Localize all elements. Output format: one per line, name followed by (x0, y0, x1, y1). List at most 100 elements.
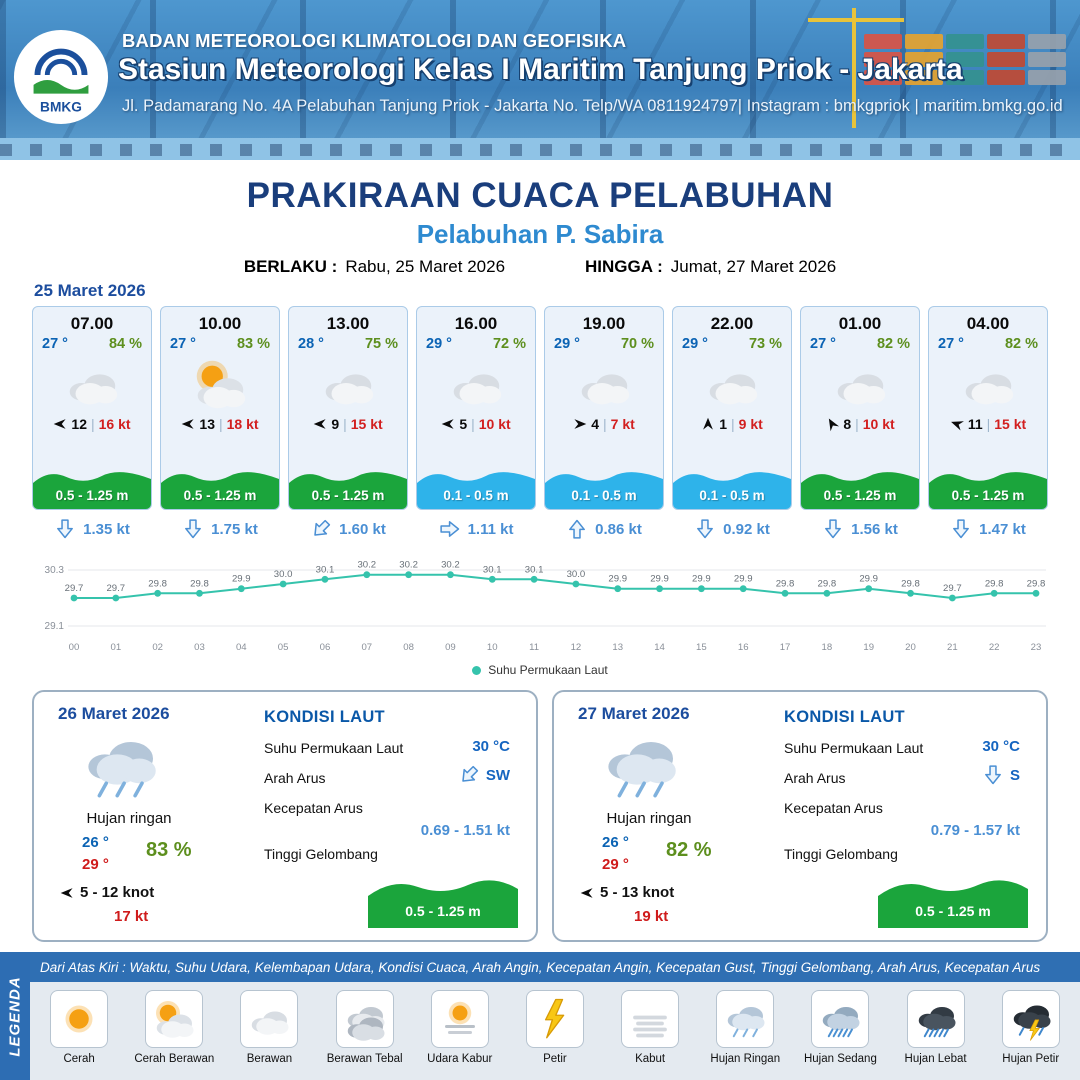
temperature-value: 27 ° (938, 336, 964, 352)
forecast-card: 01.00 27 ° 82 % 8 | 10 kt 0.5 - 1.25 m (800, 306, 920, 510)
current-row: 1.11 kt (439, 518, 513, 540)
petir-icon (531, 995, 579, 1043)
temp-min: 26 ° (82, 834, 109, 851)
temperature-value: 28 ° (298, 336, 324, 352)
current-direction-arrow-icon (950, 518, 972, 540)
svg-text:30.1: 30.1 (483, 564, 502, 575)
wave-height-label: Tinggi Gelombang (264, 846, 378, 862)
wind-row: 5 - 12 knot (60, 884, 154, 901)
svg-text:29.8: 29.8 (190, 578, 209, 589)
wave-height-value: 0.5 - 1.25 m (183, 488, 257, 503)
svg-text:29.9: 29.9 (692, 574, 711, 585)
gust-value: 17 kt (114, 908, 149, 925)
current-speed-value: 1.35 kt (83, 520, 130, 538)
svg-text:30.2: 30.2 (399, 560, 418, 571)
wind-direction-icon (181, 417, 195, 431)
header-banner: BMKG BADAN METEOROLOGI KLIMATOLOGI DAN G… (0, 0, 1080, 160)
wave-height-value: 0.5 - 1.25 m (311, 488, 385, 503)
current-direction-arrow-icon (182, 518, 204, 540)
hujan-ringan-icon (721, 995, 769, 1043)
forecast-column: 16.00 29 ° 72 % 5 | 10 kt 0.1 - 0.5 m (416, 306, 536, 540)
wave-height-band: 0.5 - 1.25 m (33, 467, 151, 509)
sea-conditions-heading: KONDISI LAUT (784, 708, 905, 726)
wave-height-band: 0.5 - 1.25 m (801, 467, 919, 509)
sst-label: Suhu Permukaan Laut (784, 740, 924, 756)
legend-item-label: Hujan Petir (1002, 1053, 1060, 1065)
svg-text:29.8: 29.8 (901, 578, 920, 589)
legend-item-label: Cerah Berawan (134, 1053, 215, 1065)
wind-range: 5 - 12 knot (80, 884, 155, 901)
wave-height-band: 0.1 - 0.5 m (417, 467, 535, 509)
berawan-icon (954, 353, 1022, 415)
legend-item-label: Udara Kabur (427, 1053, 493, 1065)
current-direction-value: S (982, 764, 1020, 786)
divider: | (731, 416, 735, 432)
cerah-berawan-icon (186, 353, 254, 415)
forecast-time: 19.00 (582, 314, 626, 333)
crane-illustration (808, 8, 904, 128)
forecast-time: 13.00 (326, 314, 370, 333)
svg-text:18: 18 (822, 642, 833, 653)
svg-text:11: 11 (529, 642, 539, 653)
forecast-column: 13.00 28 ° 75 % 9 | 15 kt 0.5 - 1.25 m (288, 306, 408, 540)
wind-direction-icon (53, 417, 67, 431)
forecast-column: 10.00 27 ° 83 % 13 | 18 kt 0.5 - 1.25 m (160, 306, 280, 540)
svg-text:29.8: 29.8 (1027, 578, 1046, 589)
berawan-icon (826, 353, 894, 415)
divider: | (219, 416, 223, 432)
svg-text:16: 16 (738, 642, 749, 653)
forecast-column: 07.00 27 ° 84 % 12 | 16 kt 0.5 - 1.25 m (32, 306, 152, 540)
waiting-people-illustration (0, 144, 1080, 156)
gust-value: 19 kt (634, 908, 669, 925)
kabut-icon (626, 995, 674, 1043)
cerah-berawan-icon (150, 995, 198, 1043)
wind-gust: 10 kt (478, 416, 511, 432)
legend-item: Petir (509, 990, 601, 1065)
svg-text:12: 12 (571, 642, 582, 653)
day-panel-1: 26 Maret 2026 Hujan ringan 26 ° 29 ° 83 … (32, 690, 538, 942)
current-direction-arrow-icon (982, 764, 1004, 786)
agency-name: BADAN METEOROLOGI KLIMATOLOGI DAN GEOFIS… (122, 30, 627, 51)
current-direction-arrow-icon (306, 513, 337, 544)
current-direction-label: Arah Arus (264, 770, 326, 786)
wind-speed: 4 (591, 416, 600, 432)
svg-text:BMKG: BMKG (40, 99, 82, 114)
legend-item: Kabut (604, 990, 696, 1065)
current-direction-arrow-icon (453, 759, 484, 790)
wave-height-value: 0.5 - 1.25 m (405, 903, 481, 919)
wind-speed: 12 (71, 416, 87, 432)
wave-height-band: 0.5 - 1.25 m (929, 467, 1047, 509)
current-speed-value: 1.75 kt (211, 520, 258, 538)
terminal-floor-illustration (0, 138, 1080, 160)
wind-direction-icon (573, 417, 587, 431)
sst-label: Suhu Permukaan Laut (264, 740, 404, 756)
svg-text:15: 15 (696, 642, 707, 653)
humidity-value: 82 % (1004, 336, 1038, 352)
humidity-value: 83 % (236, 336, 270, 352)
svg-text:19: 19 (863, 642, 874, 653)
legend-item: Udara Kabur (414, 990, 506, 1065)
svg-text:29.8: 29.8 (776, 578, 795, 589)
svg-text:29.9: 29.9 (608, 574, 627, 585)
wind-gust: 9 kt (738, 416, 763, 432)
svg-text:21: 21 (947, 642, 958, 653)
svg-text:09: 09 (445, 642, 456, 653)
temperature-value: 29 ° (554, 336, 580, 352)
station-address: Jl. Padamarang No. 4A Pelabuhan Tanjung … (122, 97, 1063, 115)
svg-text:29.7: 29.7 (106, 583, 125, 594)
legend-item-label: Berawan (246, 1053, 293, 1065)
temp-max: 29 ° (82, 856, 109, 873)
humidity-value: 84 % (108, 336, 142, 352)
legend-item-label: Kabut (635, 1053, 666, 1065)
berawan-icon (314, 353, 382, 415)
legend-item-label: Berawan Tebal (326, 1053, 403, 1065)
wave-height-value: 0.5 - 1.25 m (55, 488, 129, 503)
humidity-value: 70 % (620, 336, 654, 352)
svg-text:29.8: 29.8 (148, 578, 167, 589)
page-title: PRAKIRAAN CUACA PELABUHAN (246, 176, 834, 215)
wave-height-value: 0.1 - 0.5 m (699, 488, 765, 503)
berawan-icon (58, 353, 126, 415)
wind-gust: 15 kt (994, 416, 1027, 432)
legend-item: Hujan Ringan (699, 990, 791, 1065)
